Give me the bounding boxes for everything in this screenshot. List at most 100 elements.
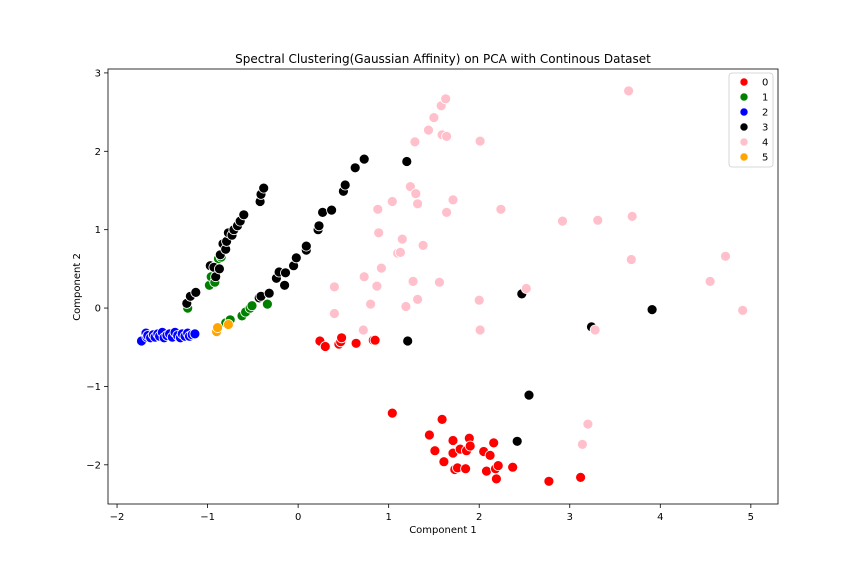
point-cluster-4 [495, 203, 507, 215]
point-cluster-4 [447, 194, 459, 206]
point-cluster-4 [358, 271, 370, 283]
legend-marker-0 [739, 77, 749, 87]
point-cluster-4 [365, 298, 377, 310]
point-cluster-3 [263, 287, 275, 299]
y-tick-label: −1 [86, 382, 101, 393]
point-cluster-0 [429, 445, 441, 457]
point-cluster-4 [474, 135, 486, 147]
point-cluster-3 [313, 220, 325, 232]
point-cluster-4 [720, 250, 731, 262]
point-cluster-2 [189, 328, 201, 340]
point-cluster-4 [589, 324, 601, 336]
point-cluster-4 [704, 275, 716, 287]
x-tick-label: 2 [476, 512, 482, 523]
point-cluster-3 [279, 279, 291, 291]
point-cluster-0 [488, 437, 500, 449]
point-cluster-0 [423, 429, 435, 441]
x-tick-label: 3 [567, 512, 573, 523]
point-cluster-4 [328, 281, 340, 293]
point-cluster-0 [575, 471, 586, 483]
point-cluster-4 [428, 112, 440, 123]
point-cluster-5 [212, 322, 224, 334]
point-cluster-0 [319, 341, 331, 352]
legend-marker-1 [739, 92, 749, 102]
point-cluster-3 [349, 162, 361, 174]
point-cluster-4 [373, 227, 385, 239]
y-tick-label: 2 [95, 147, 101, 158]
point-cluster-3 [317, 206, 329, 218]
point-cluster-3 [258, 182, 270, 194]
y-axis-label: Component 2 [72, 253, 83, 321]
point-cluster-0 [350, 337, 362, 349]
point-cluster-0 [369, 334, 381, 346]
point-cluster-4 [577, 438, 588, 450]
point-cluster-3 [646, 304, 658, 316]
point-cluster-3 [523, 389, 535, 401]
point-cluster-4 [417, 239, 429, 251]
points-layer [136, 85, 749, 487]
point-cluster-4 [592, 214, 604, 226]
x-axis: −2 −1 0 1 2 3 4 5 [110, 504, 754, 523]
point-cluster-4 [473, 294, 485, 306]
x-tick-label: 4 [657, 512, 663, 523]
point-cluster-4 [375, 262, 387, 274]
y-axis: −2 −1 0 1 2 3 [86, 68, 108, 471]
point-cluster-4 [423, 124, 434, 136]
point-cluster-4 [394, 246, 406, 258]
point-cluster-0 [507, 461, 519, 473]
x-tick-label: 0 [295, 512, 301, 523]
point-cluster-0 [336, 332, 348, 344]
legend-marker-3 [739, 122, 749, 132]
point-cluster-0 [464, 440, 476, 452]
legend-label-5: 5 [762, 153, 768, 164]
point-cluster-4 [412, 293, 424, 305]
point-cluster-4 [441, 130, 453, 142]
point-cluster-0 [481, 465, 492, 477]
point-cluster-4 [582, 418, 594, 430]
point-cluster-3 [401, 156, 413, 167]
point-cluster-4 [412, 198, 424, 210]
point-cluster-3 [358, 153, 370, 165]
point-cluster-5 [222, 319, 234, 330]
legend: 0 1 2 3 4 5 [728, 72, 774, 168]
legend-label-1: 1 [762, 93, 768, 104]
point-cluster-4 [410, 188, 422, 200]
point-cluster-4 [396, 233, 408, 245]
point-cluster-0 [436, 413, 448, 425]
point-cluster-3 [280, 267, 291, 279]
point-cluster-4 [400, 301, 412, 312]
point-cluster-4 [520, 283, 532, 294]
point-cluster-4 [625, 254, 637, 265]
point-cluster-4 [371, 280, 383, 292]
point-cluster-3 [213, 263, 225, 275]
point-cluster-3 [300, 240, 312, 252]
point-cluster-4 [407, 275, 419, 287]
plot-frame [107, 68, 779, 505]
point-cluster-4 [440, 93, 452, 105]
point-cluster-4 [737, 304, 749, 316]
point-cluster-0 [447, 435, 459, 446]
point-cluster-3 [238, 209, 250, 221]
legend-label-4: 4 [762, 138, 768, 149]
point-cluster-0 [543, 475, 555, 487]
point-cluster-3 [290, 252, 302, 264]
legend-marker-5 [739, 152, 749, 162]
point-cluster-4 [433, 276, 445, 288]
y-tick-label: 1 [95, 225, 101, 236]
point-cluster-0 [492, 460, 504, 472]
point-cluster-4 [328, 308, 340, 319]
y-tick-label: 0 [95, 304, 101, 315]
point-cluster-3 [339, 179, 351, 191]
point-cluster-4 [372, 203, 384, 215]
point-cluster-3 [511, 435, 523, 447]
point-cluster-0 [386, 407, 398, 419]
legend-label-0: 0 [762, 78, 768, 89]
x-axis-label: Component 1 [409, 525, 477, 536]
point-cluster-4 [386, 196, 398, 207]
x-tick-label: 5 [748, 512, 754, 523]
x-tick-label: −1 [200, 512, 215, 523]
point-cluster-1 [246, 300, 258, 312]
point-cluster-0 [438, 456, 450, 468]
